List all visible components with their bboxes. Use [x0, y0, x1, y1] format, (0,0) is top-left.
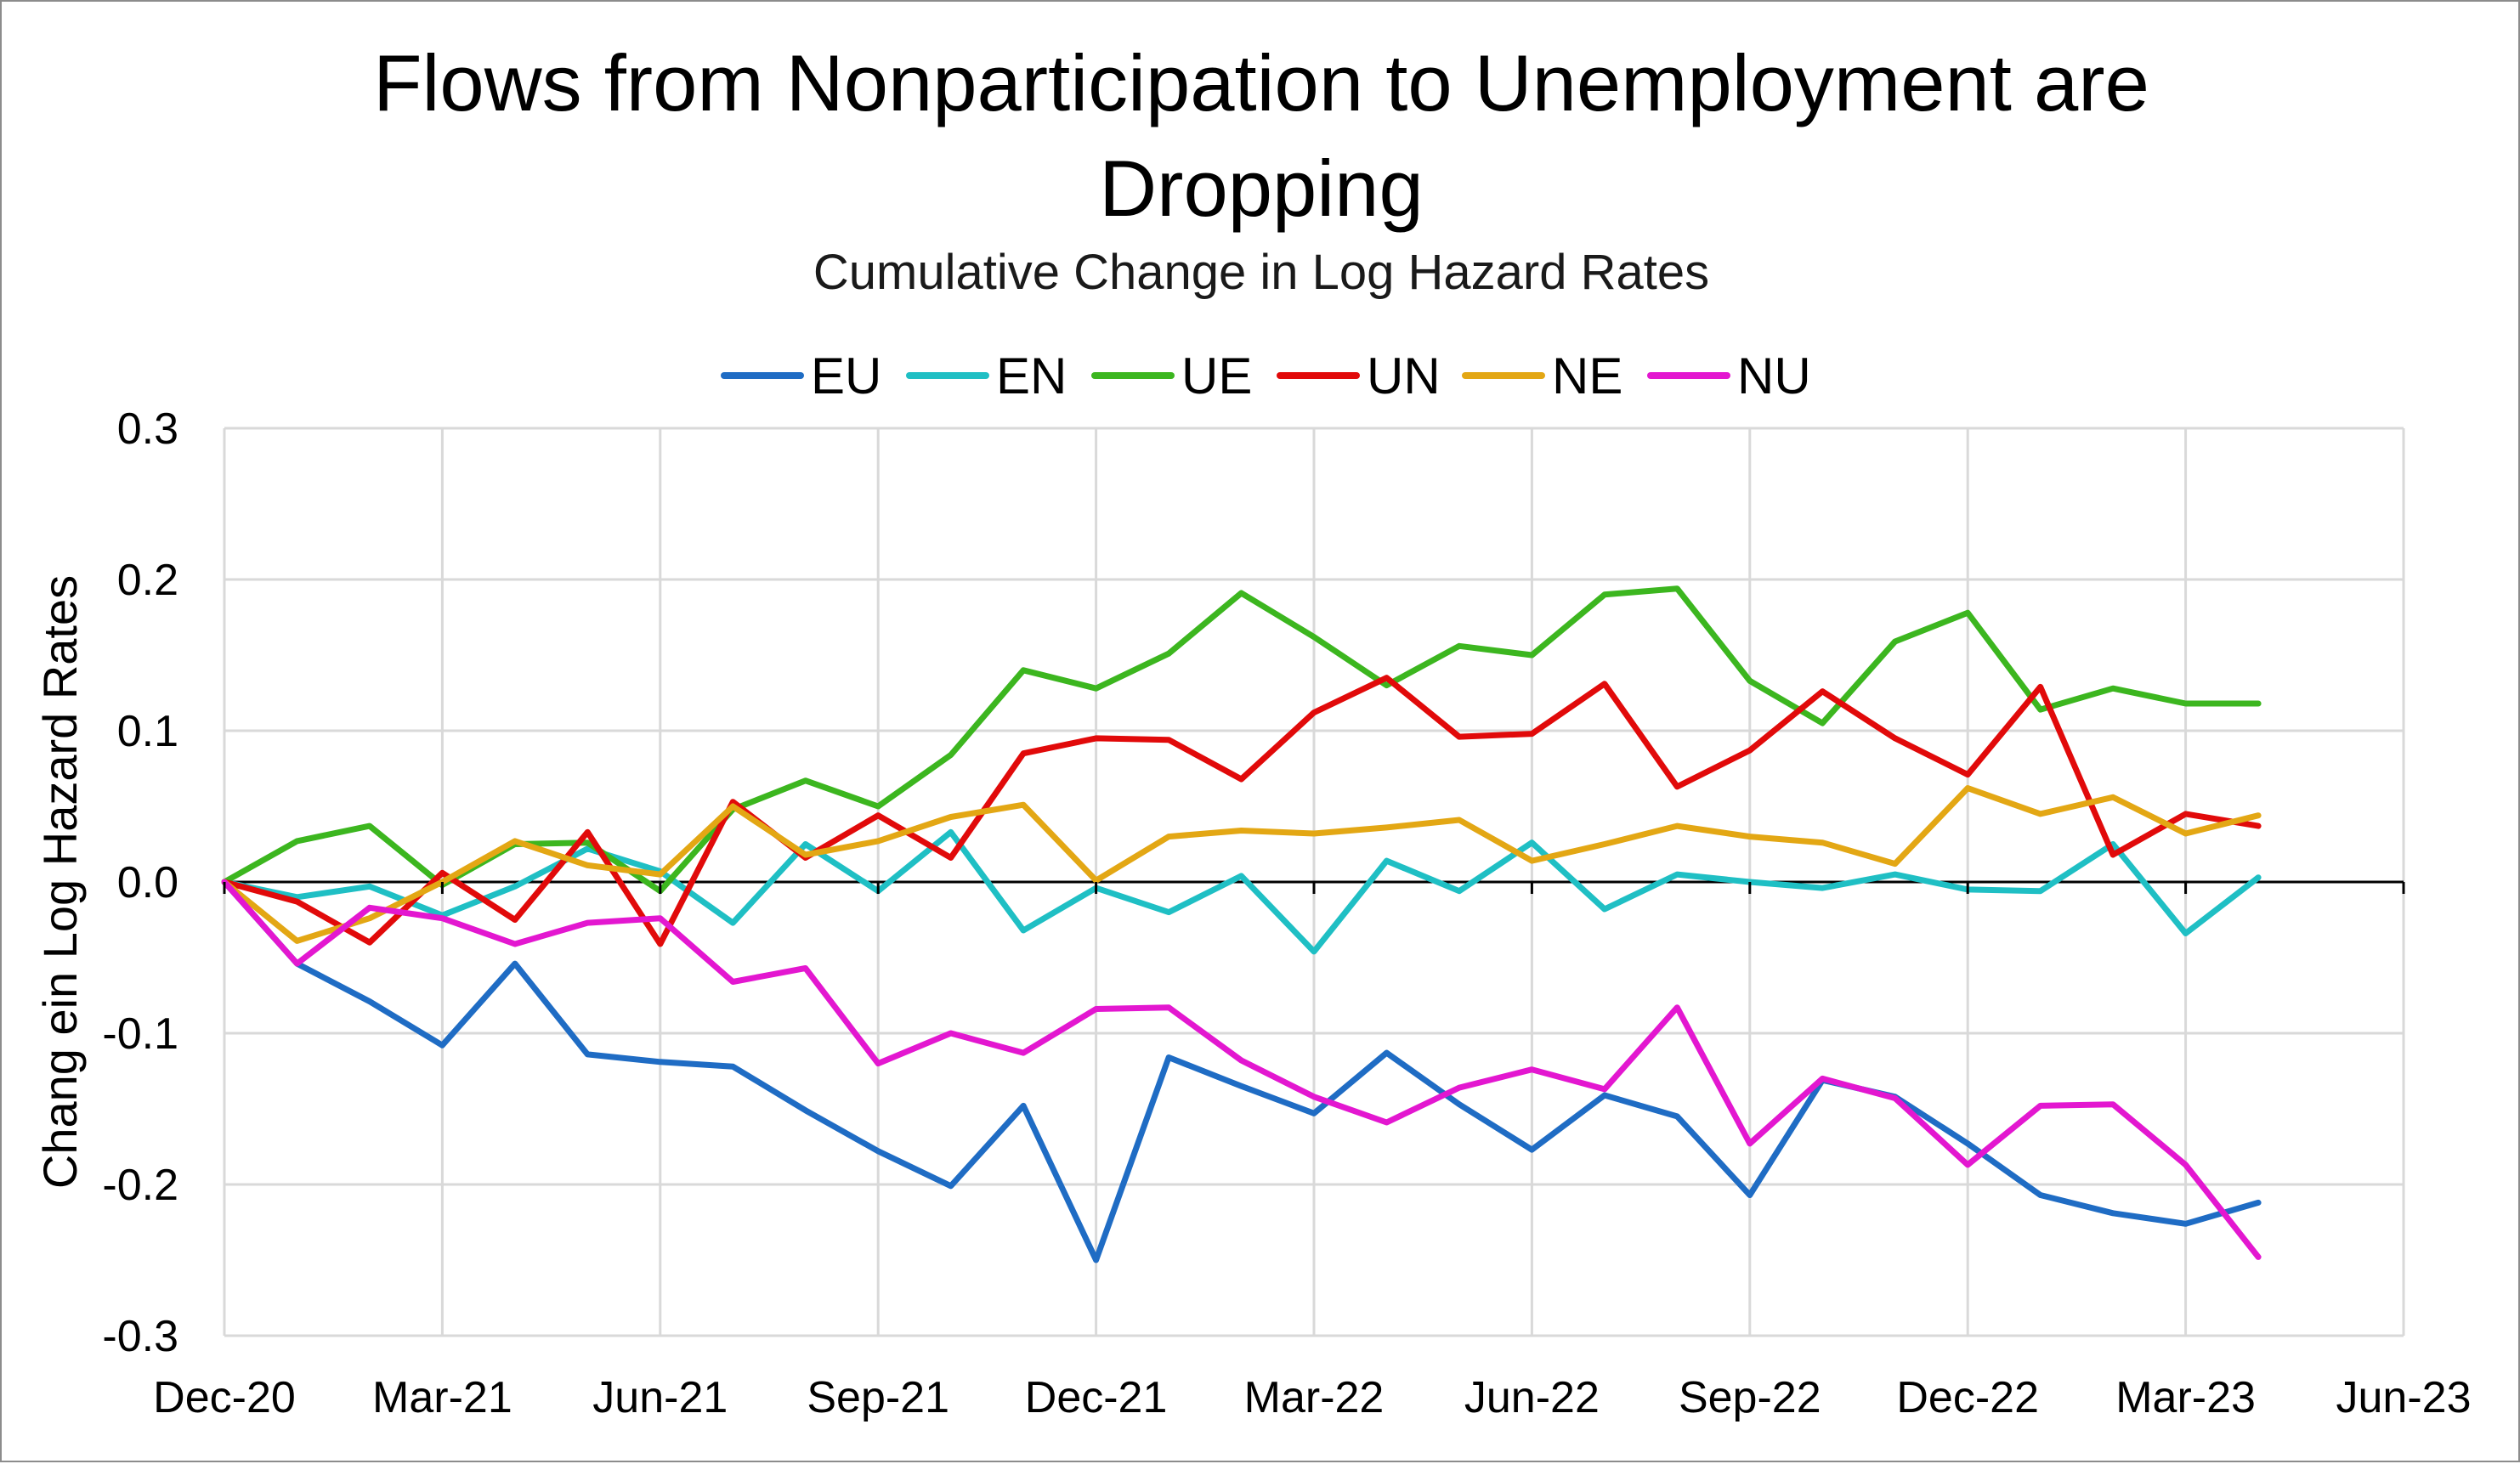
y-axis-title: Chang ein Log Hazard Rates — [33, 575, 87, 1189]
legend-item-eu: EU — [721, 348, 881, 404]
legend-item-en: EN — [906, 348, 1067, 404]
y-tick-label: -0.1 — [102, 1009, 178, 1059]
series-line-eu — [221, 879, 2262, 1263]
series-line-ne — [221, 785, 2262, 944]
x-tick-label: Jun-23 — [2336, 1373, 2472, 1422]
series-line-nu — [221, 879, 2262, 1260]
y-tick-label: -0.2 — [102, 1161, 178, 1210]
y-tick-label: 0.0 — [117, 858, 178, 907]
y-tick-label: 0.3 — [117, 404, 178, 454]
legend-item-ue: UE — [1091, 348, 1252, 404]
x-tick-label: Dec-21 — [1025, 1373, 1168, 1422]
y-tick-label: 0.1 — [117, 707, 178, 756]
series-line-ue — [221, 585, 2262, 895]
x-tick-label: Dec-20 — [153, 1373, 296, 1422]
legend-label: EN — [996, 348, 1067, 404]
legend-item-nu: NU — [1647, 348, 1811, 404]
legend-label: UE — [1181, 348, 1252, 404]
x-tick-label: Sep-22 — [1679, 1373, 1821, 1422]
chart-subtitle: Cumulative Change in Log Hazard Rates — [813, 245, 1709, 300]
chart-legend: EU EN UE UN NE NU — [721, 348, 1811, 404]
legend-label: NE — [1552, 348, 1622, 404]
y-tick-label: 0.2 — [117, 556, 178, 605]
x-tick-label: Dec-22 — [1896, 1373, 2039, 1422]
x-tick-label: Mar-22 — [1244, 1373, 1385, 1422]
y-axis-ticks: 0.3 0.2 0.1 0.0 -0.1 -0.2 -0.3 — [102, 404, 178, 1361]
chart-title: Flows from Nonparticipation to Unemploym… — [373, 38, 2149, 233]
legend-label: EU — [811, 348, 881, 404]
legend-item-un: UN — [1277, 348, 1441, 404]
x-tick-label: Jun-21 — [592, 1373, 728, 1422]
x-axis-ticks: Dec-20 Mar-21 Jun-21 Sep-21 Dec-21 Mar-22 Jun-… — [153, 882, 2472, 1422]
legend-label: NU — [1737, 348, 1811, 404]
y-tick-label: -0.3 — [102, 1312, 178, 1361]
x-tick-label: Mar-23 — [2115, 1373, 2256, 1422]
x-tick-label: Jun-22 — [1464, 1373, 1600, 1422]
series-line-un — [221, 675, 2262, 947]
legend-item-ne: NE — [1462, 348, 1622, 404]
x-tick-label: Mar-21 — [372, 1373, 512, 1422]
chart-title-line-2: Dropping — [1099, 144, 1423, 233]
series-lines — [221, 585, 2262, 1263]
x-tick-label: Sep-21 — [807, 1373, 949, 1422]
legend-label: UN — [1367, 348, 1441, 404]
series-line-en — [221, 828, 2262, 955]
chart-title-line-1: Flows from Nonparticipation to Unemploym… — [373, 38, 2149, 127]
